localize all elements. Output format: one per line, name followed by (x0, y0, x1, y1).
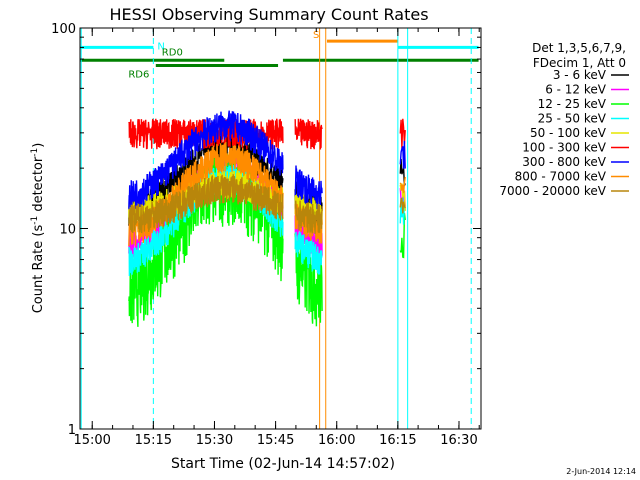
x-tick-label: 16:30 (440, 433, 477, 448)
chart-title: HESSI Observing Summary Count Rates (109, 5, 428, 24)
legend-header: Det 1,3,5,6,7,9, (532, 41, 626, 55)
series-group (128, 110, 406, 327)
x-tick-label: 15:00 (73, 433, 110, 448)
x-tick-label: 15:15 (135, 433, 172, 448)
legend-label: 3 - 6 keV (553, 68, 607, 82)
legend: Det 1,3,5,6,7,9,FDecim 1, Att 03 - 6 keV… (499, 41, 629, 198)
series-line (128, 110, 406, 210)
y-tick-label: 100 (51, 22, 76, 37)
x-tick-label: 15:30 (196, 433, 233, 448)
y-tick-label: 1 (68, 423, 76, 438)
y-axis-label: Count Rate (s-1 detector-1) (30, 143, 46, 314)
flag-bars: N S RD0 RD6 (80, 30, 479, 81)
flag-label-s: S (313, 30, 319, 41)
legend-label: 300 - 800 keV (522, 155, 606, 169)
axes: 15:00 15:15 15:30 15:45 16:00 16:15 16:30 1 10 10… (51, 22, 481, 448)
legend-label: 25 - 50 keV (538, 112, 607, 126)
legend-label: 100 - 300 keV (522, 141, 606, 155)
x-tick-label: 16:15 (379, 433, 416, 448)
flag-label-rd6: RD6 (128, 70, 149, 81)
x-axis-label: Start Time (02-Jun-14 14:57:02) (171, 456, 395, 472)
flag-label-n: N (157, 41, 164, 52)
footer-date: 2-Jun-2014 12:14 (566, 467, 636, 476)
x-tick-label: 16:00 (318, 433, 355, 448)
legend-label: 800 - 7000 keV (515, 170, 607, 184)
flag-label-rd0: RD0 (162, 47, 183, 58)
x-tick-label: 15:45 (257, 433, 294, 448)
legend-label: 7000 - 20000 keV (499, 184, 606, 198)
legend-label: 12 - 25 keV (538, 97, 607, 111)
legend-label: 50 - 100 keV (530, 126, 607, 140)
legend-header: FDecim 1, Att 0 (533, 56, 626, 70)
legend-label: 6 - 12 keV (545, 83, 607, 97)
series-line (128, 174, 406, 234)
y-tick-label: 10 (59, 223, 76, 238)
